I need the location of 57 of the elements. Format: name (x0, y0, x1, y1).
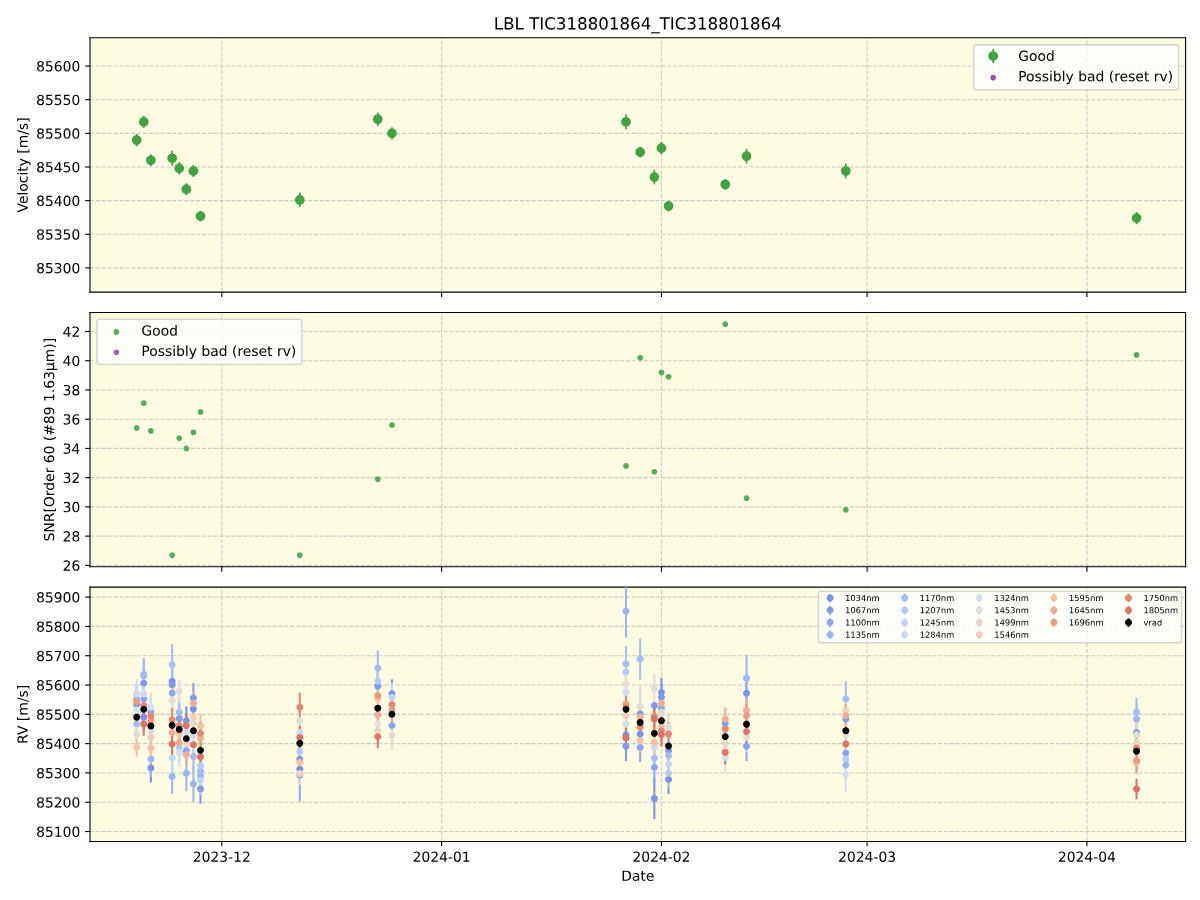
y-tick-label: 85350 (37, 229, 80, 240)
y-tick-label: 85450 (37, 161, 80, 173)
y-axis-title: Velocity [m/s] (17, 118, 31, 213)
y-tick-label: 85300 (37, 767, 80, 779)
legend-label: 1100nm (845, 619, 879, 626)
y-tick-label: 85500 (37, 128, 80, 139)
legend-label: Good (1018, 50, 1054, 62)
y-tick-label: 85400 (37, 738, 80, 750)
y-tick-label: 85700 (37, 650, 80, 662)
y-tick-label: 85500 (37, 709, 80, 720)
legend-label: Possibly bad (reset rv) (1019, 70, 1172, 85)
legend-label: 1453nm (995, 607, 1029, 614)
legend-label: Possibly bad (reset rv) (142, 345, 296, 359)
y-tick-label: 85900 (37, 592, 80, 603)
x-tick-label: 2024-03 (839, 851, 895, 862)
y-tick-label: 30 (63, 501, 80, 513)
y-tick-label: 42 (63, 326, 79, 337)
x-tick-label: 2024-02 (633, 851, 690, 862)
y-tick-label: 38 (63, 384, 80, 396)
legend-label: 1207nm (920, 607, 954, 614)
legend-label: 1546nm (995, 631, 1029, 638)
y-tick-label: 85200 (37, 797, 80, 808)
y-tick-label: 40 (63, 355, 80, 367)
y-axis-title: RV [m/s] (17, 685, 30, 743)
y-axis-title: SNR[Order 60 (#89 1.63μm)] (43, 339, 58, 541)
legend-label: 1284nm (920, 631, 954, 638)
y-tick-label: 26 (63, 560, 80, 571)
legend-label: 1595nm (1069, 594, 1103, 602)
y-tick-label: 85400 (37, 195, 80, 207)
legend-label: 1135nm (845, 631, 879, 638)
y-tick-label: 34 (63, 443, 80, 454)
y-tick-label: 28 (63, 531, 80, 542)
legend-label: 1245nm (920, 619, 954, 626)
legend-label: 1324nm (995, 594, 1029, 602)
legend-label: 1645nm (1069, 607, 1103, 614)
legend-label: 1170nm (920, 594, 954, 602)
y-tick-label: 85300 (37, 262, 80, 274)
legend-label: 1696nm (1069, 619, 1103, 626)
legend-label: 1750nm (1144, 594, 1178, 602)
y-tick-label: 85550 (37, 94, 80, 106)
y-tick-label: 32 (63, 472, 79, 484)
legend-label: 1067nm (845, 607, 879, 614)
legend-label: 1805nm (1144, 607, 1178, 614)
legend-label: Good (142, 324, 177, 336)
legend-label: 1499nm (995, 619, 1029, 626)
y-tick-label: 85600 (37, 680, 80, 691)
x-tick-label: 2023-12 (193, 851, 250, 862)
y-tick-label: 85600 (37, 61, 80, 72)
x-tick-label: 2024-01 (413, 851, 470, 862)
x-tick-label: 2024-04 (1058, 851, 1116, 862)
chart-title: LBL TIC318801864_TIC318801864 (495, 17, 781, 34)
y-tick-label: 36 (63, 414, 80, 425)
y-tick-label: 85800 (37, 621, 80, 632)
y-tick-label: 85100 (37, 826, 80, 838)
legend-label: vrad (1143, 619, 1162, 626)
legend-label: 1034nm (845, 594, 879, 602)
x-axis-title: Date (622, 870, 654, 881)
